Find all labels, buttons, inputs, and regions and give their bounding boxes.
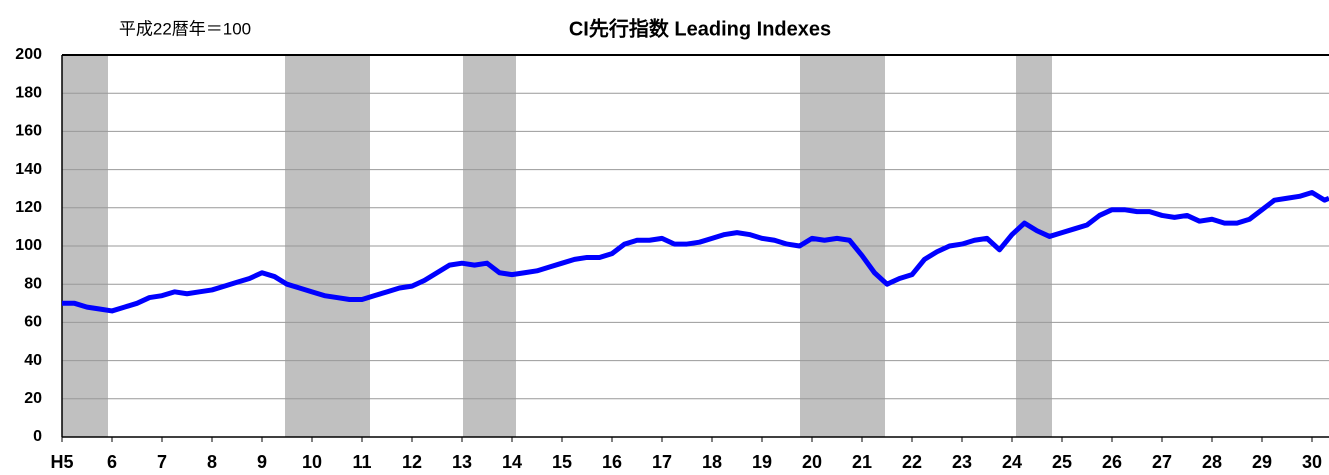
y-tick-label: 180 [15, 84, 42, 101]
x-tick-label: 22 [902, 452, 922, 472]
x-tick-label: 8 [207, 452, 217, 472]
x-tick-label: 11 [352, 452, 371, 472]
x-tick-label: 28 [1202, 452, 1222, 472]
x-tick-label: 14 [502, 452, 522, 472]
x-tick-label: 20 [802, 452, 822, 472]
x-tick-label: H5 [50, 452, 73, 472]
data-line [62, 190, 1329, 314]
y-tick-label: 100 [15, 237, 42, 254]
y-tick-label: 60 [24, 314, 42, 331]
x-tick-label: 7 [157, 452, 167, 472]
x-tick-label: 9 [257, 452, 267, 472]
x-tick-label: 24 [1002, 452, 1022, 472]
x-tick-label: 12 [402, 452, 422, 472]
y-tick-label: 120 [15, 199, 42, 216]
x-tick-label: 17 [652, 452, 672, 472]
x-tick-label: 16 [602, 452, 622, 472]
x-tick-label: 15 [552, 452, 572, 472]
x-tick-label: 18 [702, 452, 722, 472]
x-tick-label: 27 [1152, 452, 1172, 472]
x-tick-label: 6 [107, 452, 117, 472]
x-tick-label: 10 [302, 452, 322, 472]
x-tick-label: 23 [952, 452, 972, 472]
x-tick-label: 30 [1302, 452, 1322, 472]
y-tick-label: 20 [24, 390, 42, 407]
chart-title: CI先行指数 Leading Indexes [569, 16, 831, 40]
y-tick-label: 0 [33, 428, 42, 445]
x-tick-label: 25 [1052, 452, 1072, 472]
y-tick-label: 200 [15, 46, 42, 63]
x-tick-label: 26 [1102, 452, 1122, 472]
chart-subtitle: 平成22暦年＝100 [119, 19, 251, 38]
y-tick-label: 80 [24, 275, 42, 292]
x-tick-label: 13 [452, 452, 472, 472]
y-tick-label: 40 [24, 352, 42, 369]
x-tick-label: 19 [752, 452, 772, 472]
y-tick-label: 160 [15, 123, 42, 140]
y-tick-label: 140 [15, 161, 42, 178]
x-tick-label: 21 [852, 452, 872, 472]
x-tick-label: 29 [1252, 452, 1272, 472]
